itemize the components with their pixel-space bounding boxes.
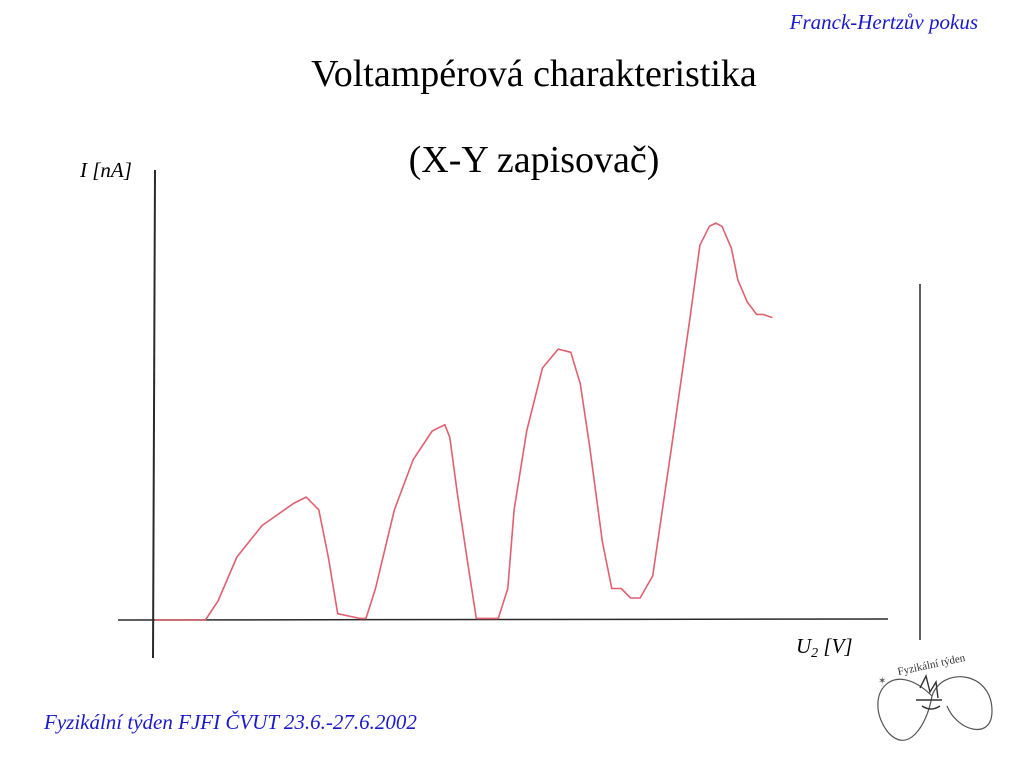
header-tag: Franck-Hertzův pokus (789, 10, 978, 34)
x-axis-label-sub: 2 (811, 646, 819, 661)
series-line (155, 222, 773, 621)
x-axis-label: U2 [V] (796, 634, 853, 662)
y-axis (152, 169, 156, 659)
logo-figure (916, 673, 942, 710)
page-subtitle: (X-Y zapisovač) (408, 139, 660, 181)
logo-star: ✶ (878, 676, 886, 687)
footer-text: Fyzikální týden FJFI ČVUT 23.6.-27.6.200… (44, 710, 417, 734)
x-axis-label-unit: [V] (818, 634, 853, 658)
fyzikalni-tyden-logo: Fyzikální týden ✶ (877, 652, 993, 741)
x-axis (117, 618, 889, 621)
logo-text: Fyzikální týden (897, 652, 967, 678)
y-axis-label: I [nA] (80, 158, 132, 182)
logo-orbit-path (877, 676, 993, 741)
x-axis-label-main: U (796, 634, 812, 658)
page-title: Voltampérová charakteristika (311, 53, 757, 95)
